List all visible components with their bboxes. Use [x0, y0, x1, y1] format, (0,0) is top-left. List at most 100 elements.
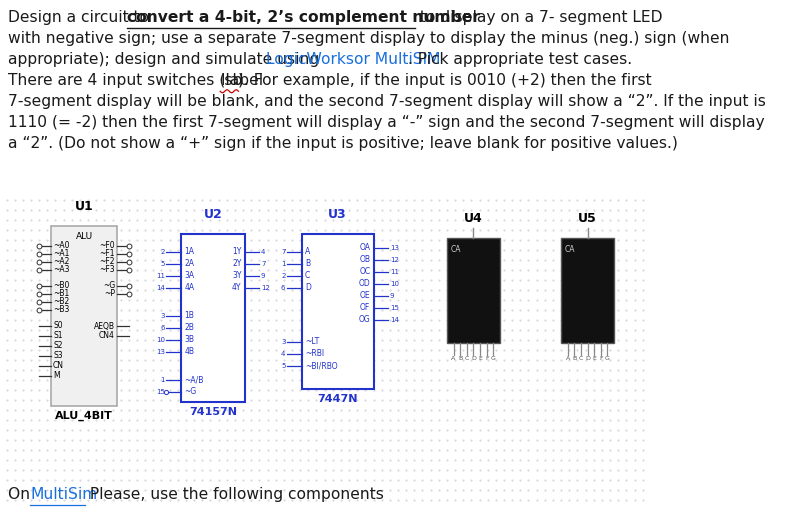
- Text: 10: 10: [156, 337, 164, 343]
- Text: Please, use the following components: Please, use the following components: [85, 487, 384, 502]
- Text: ~B3: ~B3: [53, 306, 69, 314]
- Text: ALU_4BIT: ALU_4BIT: [55, 411, 113, 421]
- Text: ~B1: ~B1: [53, 289, 69, 299]
- Text: ~BI/RBO: ~BI/RBO: [305, 362, 338, 371]
- Text: 11: 11: [390, 269, 399, 275]
- Text: CA: CA: [564, 245, 575, 254]
- Text: ~A3: ~A3: [53, 266, 69, 275]
- Bar: [447, 238, 500, 343]
- Text: 15: 15: [156, 389, 164, 395]
- Text: ~F2: ~F2: [100, 257, 115, 267]
- Text: OD: OD: [358, 279, 370, 289]
- Text: to display on a 7- segment LED: to display on a 7- segment LED: [415, 10, 662, 25]
- Text: 4: 4: [281, 351, 286, 357]
- Text: U1: U1: [75, 200, 93, 213]
- Text: 14: 14: [156, 285, 164, 291]
- Text: 10: 10: [390, 281, 399, 287]
- Text: Design a circuit to: Design a circuit to: [8, 10, 154, 25]
- Text: E: E: [592, 356, 596, 361]
- Text: ~F3: ~F3: [100, 266, 115, 275]
- Text: U5: U5: [579, 212, 597, 225]
- Text: ~LT: ~LT: [305, 338, 319, 346]
- Text: U2: U2: [203, 208, 222, 221]
- Text: B: B: [458, 356, 462, 361]
- Text: ~G: ~G: [103, 281, 115, 290]
- Text: U3: U3: [328, 208, 347, 221]
- Text: lsb: lsb: [220, 73, 243, 88]
- Text: D: D: [471, 356, 476, 361]
- Text: 2: 2: [281, 273, 286, 279]
- Text: OA: OA: [359, 244, 370, 253]
- Text: 5: 5: [281, 363, 286, 369]
- Text: with negative sign; use a separate 7-segment display to display the minus (neg.): with negative sign; use a separate 7-seg…: [8, 31, 729, 46]
- Text: ~RBI: ~RBI: [305, 350, 324, 359]
- Text: F: F: [485, 356, 488, 361]
- Text: 2: 2: [160, 249, 164, 255]
- Text: AEQB: AEQB: [94, 321, 115, 331]
- Text: 7-segment display will be blank, and the second 7-segment display will show a “2: 7-segment display will be blank, and the…: [8, 94, 766, 109]
- Text: 2Y: 2Y: [232, 259, 242, 268]
- Text: CN4: CN4: [99, 331, 115, 341]
- Text: 9: 9: [261, 273, 266, 279]
- Text: E: E: [478, 356, 482, 361]
- Text: ~P: ~P: [104, 289, 115, 299]
- Text: 2A: 2A: [184, 259, 195, 268]
- Bar: [302, 234, 373, 389]
- Text: CN: CN: [53, 362, 64, 371]
- Bar: [50, 226, 117, 406]
- Text: F: F: [599, 356, 602, 361]
- Text: 3: 3: [281, 339, 286, 345]
- Text: 6: 6: [281, 285, 286, 291]
- Text: OB: OB: [359, 256, 370, 265]
- Text: S3: S3: [53, 352, 62, 361]
- Text: U4: U4: [464, 212, 483, 225]
- Text: 13: 13: [156, 349, 164, 355]
- Text: 15: 15: [390, 305, 399, 311]
- Text: ~A1: ~A1: [53, 249, 69, 258]
- Text: 4Y: 4Y: [232, 284, 242, 292]
- Text: ~F0: ~F0: [100, 242, 115, 250]
- Text: 3B: 3B: [184, 335, 195, 344]
- Text: 4: 4: [261, 249, 266, 255]
- Text: B: B: [572, 356, 576, 361]
- Text: 5: 5: [160, 261, 164, 267]
- Text: 3: 3: [160, 313, 164, 319]
- Text: B: B: [305, 259, 310, 268]
- Text: ). For example, if the input is 0010 (+2) then the first: ). For example, if the input is 0010 (+2…: [239, 73, 652, 88]
- Text: 4B: 4B: [184, 348, 195, 356]
- Text: ALU: ALU: [76, 232, 93, 241]
- Text: A: A: [566, 356, 570, 361]
- Text: . Pick appropriate test cases.: . Pick appropriate test cases.: [409, 52, 633, 67]
- Text: M: M: [53, 372, 60, 381]
- Text: 14: 14: [390, 317, 399, 323]
- Text: A: A: [452, 356, 456, 361]
- Text: OC: OC: [359, 268, 370, 277]
- Text: ~B0: ~B0: [53, 281, 69, 290]
- Text: 7: 7: [261, 261, 266, 267]
- Bar: [561, 238, 614, 343]
- Text: On: On: [8, 487, 35, 502]
- Text: 7: 7: [281, 249, 286, 255]
- Text: OF: OF: [360, 303, 370, 312]
- Text: ~G: ~G: [184, 387, 196, 396]
- Text: 7447N: 7447N: [318, 394, 358, 404]
- Text: ~A0: ~A0: [53, 242, 69, 250]
- Text: 12: 12: [390, 257, 399, 263]
- Text: ~F1: ~F1: [100, 249, 115, 258]
- Text: 3A: 3A: [184, 271, 195, 280]
- Text: D: D: [305, 284, 311, 292]
- Text: 1: 1: [160, 377, 164, 383]
- Text: appropriate); design and simulate using: appropriate); design and simulate using: [8, 52, 324, 67]
- Text: D: D: [585, 356, 590, 361]
- Text: C: C: [464, 356, 469, 361]
- Text: S1: S1: [53, 331, 62, 341]
- Text: 1B: 1B: [184, 311, 194, 320]
- Text: 3Y: 3Y: [232, 271, 242, 280]
- Text: CA: CA: [450, 245, 460, 254]
- Text: C: C: [305, 271, 310, 280]
- Text: 13: 13: [390, 245, 399, 251]
- Text: 1110 (= -2) then the first 7-segment will display a “-” sign and the second 7-se: 1110 (= -2) then the first 7-segment wil…: [8, 115, 764, 130]
- Text: ~A/B: ~A/B: [184, 375, 203, 384]
- Text: 4A: 4A: [184, 284, 195, 292]
- Text: G: G: [491, 356, 496, 361]
